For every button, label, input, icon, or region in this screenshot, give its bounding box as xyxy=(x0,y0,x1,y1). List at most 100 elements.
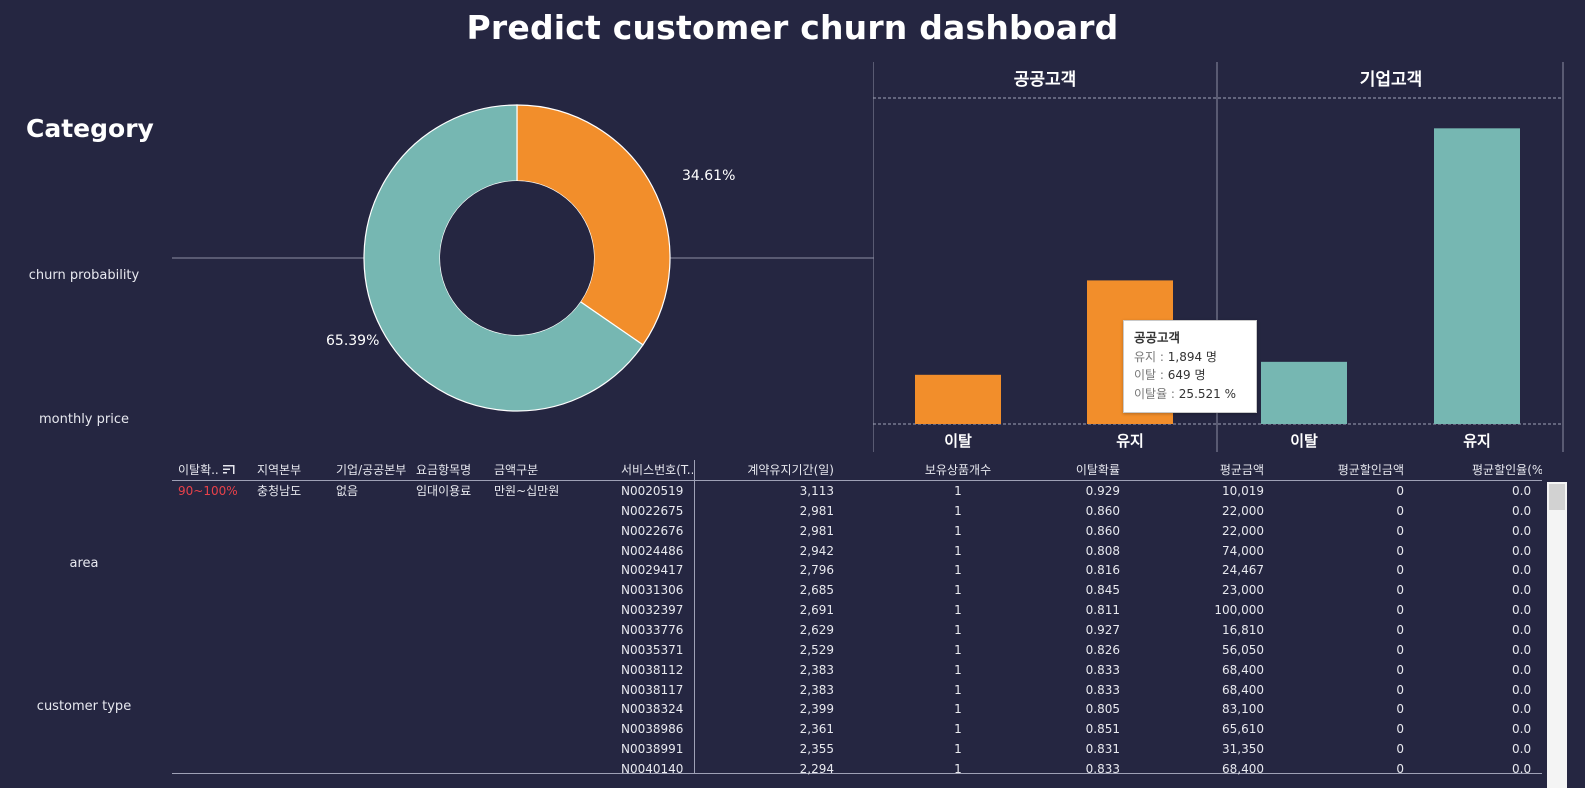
tooltip-rate-label: 이탈율 : xyxy=(1134,386,1179,401)
header-avg-amount[interactable]: 평균금액 xyxy=(1219,463,1264,477)
cell-avg-amount: 16,810 xyxy=(1222,622,1264,637)
cell-product-count: 1 xyxy=(954,642,962,657)
cell-service-no: N0031306 xyxy=(621,583,684,598)
tick-label-public-retain: 유지 xyxy=(1116,432,1144,450)
tick-label-corporate-retain: 유지 xyxy=(1463,432,1491,450)
group-region: 충청남도 xyxy=(257,484,302,498)
sort-filter-icon[interactable] xyxy=(222,461,235,481)
panel-title-public: 공공고객 xyxy=(1014,70,1077,90)
header-churn-prob[interactable]: 이탈확.. xyxy=(178,460,250,480)
category-item-area[interactable]: area xyxy=(69,556,99,571)
cell-service-no: N0022675 xyxy=(621,503,684,518)
bar-public-churn[interactable] xyxy=(915,374,1001,424)
cell-service-no: N0038991 xyxy=(621,742,684,757)
cell-service-no: N0033776 xyxy=(621,622,684,637)
cell-avg-discount-rate: 0.0 xyxy=(1512,543,1532,558)
cell-avg-discount-rate: 0.0 xyxy=(1512,622,1532,637)
cell-avg-amount: 68,400 xyxy=(1222,662,1264,677)
cell-avg-amount: 23,000 xyxy=(1222,583,1264,598)
cell-contract-days: 2,691 xyxy=(799,603,834,618)
cell-avg-discount: 0 xyxy=(1396,523,1404,538)
cell-avg-discount: 0 xyxy=(1396,642,1404,657)
cell-avg-discount: 0 xyxy=(1396,603,1404,618)
table-scrollbar[interactable] xyxy=(1547,482,1567,788)
cell-churn-probability: 0.927 xyxy=(1085,622,1120,637)
cell-avg-discount-rate: 0.0 xyxy=(1512,503,1532,518)
cell-avg-discount: 0 xyxy=(1396,563,1404,578)
cell-avg-discount: 0 xyxy=(1396,484,1404,498)
header-amount-class[interactable]: 금액구분 xyxy=(494,463,539,477)
cell-avg-discount-rate: 0.0 xyxy=(1512,523,1532,538)
header-service-no[interactable]: 서비스번호(T.. xyxy=(621,463,693,477)
header-business-unit[interactable]: 기업/공공본부 xyxy=(336,463,407,477)
header-churn-probability[interactable]: 이탈확률 xyxy=(1075,463,1120,477)
cell-avg-discount: 0 xyxy=(1396,543,1404,558)
cell-avg-discount-rate: 0.0 xyxy=(1512,722,1532,737)
group-business-unit: 없음 xyxy=(336,484,359,498)
table-column-divider xyxy=(694,460,695,774)
cell-contract-days: 3,113 xyxy=(799,484,834,498)
cell-churn-probability: 0.826 xyxy=(1085,642,1120,657)
table-scrollbar-thumb[interactable] xyxy=(1549,484,1565,510)
cell-service-no: N0032397 xyxy=(621,603,684,618)
cell-contract-days: 2,294 xyxy=(799,761,834,776)
header-avg-discount-rate[interactable]: 평균할인율(% xyxy=(1472,463,1542,477)
bar-corporate-churn[interactable] xyxy=(1261,361,1347,424)
cell-contract-days: 2,981 xyxy=(799,503,834,518)
cell-avg-amount: 68,400 xyxy=(1222,682,1264,697)
cell-avg-discount-rate: 0.0 xyxy=(1512,603,1532,618)
cell-service-no: N0038117 xyxy=(621,682,684,697)
cell-churn-probability: 0.845 xyxy=(1085,583,1120,598)
cell-contract-days: 2,361 xyxy=(799,722,834,737)
category-title: Category xyxy=(26,114,154,143)
cell-avg-amount: 65,610 xyxy=(1222,722,1264,737)
cell-contract-days: 2,981 xyxy=(799,523,834,538)
cell-avg-discount: 0 xyxy=(1396,682,1404,697)
cell-service-no: N0038112 xyxy=(621,662,684,677)
tick-label-corporate-churn: 이탈 xyxy=(1290,432,1318,450)
cell-avg-discount: 0 xyxy=(1396,662,1404,677)
cell-churn-probability: 0.811 xyxy=(1085,603,1120,618)
tooltip-rate-value: 25.521 % xyxy=(1178,386,1237,401)
category-item-customer-type[interactable]: customer type xyxy=(36,699,132,714)
cell-avg-discount-rate: 0.0 xyxy=(1512,583,1532,598)
cell-avg-discount-rate: 0.0 xyxy=(1512,742,1532,757)
cell-product-count: 1 xyxy=(954,503,962,518)
header-avg-discount[interactable]: 평균할인금액 xyxy=(1337,463,1404,477)
cell-contract-days: 2,796 xyxy=(799,563,834,578)
cell-service-no: N0022676 xyxy=(621,523,684,538)
cell-avg-amount: 68,400 xyxy=(1222,761,1264,776)
header-fee-item[interactable]: 요금항목명 xyxy=(416,463,472,477)
group-fee-item: 임대이용료 xyxy=(416,484,472,498)
cell-product-count: 1 xyxy=(954,543,962,558)
cell-contract-days: 2,529 xyxy=(799,642,834,657)
cell-product-count: 1 xyxy=(954,484,962,498)
bar-corporate-retain[interactable] xyxy=(1434,128,1520,424)
cell-contract-days: 2,942 xyxy=(799,543,834,558)
cell-avg-discount: 0 xyxy=(1396,622,1404,637)
cell-avg-discount: 0 xyxy=(1396,761,1404,776)
cell-avg-discount: 0 xyxy=(1396,702,1404,717)
table-header-divider xyxy=(172,480,1542,481)
churn-bar-chart: 공공고객 기업고객 이탈 유지 이탈 유지 xyxy=(872,62,1585,462)
category-item-churn-probability[interactable]: churn probability xyxy=(28,268,140,283)
header-product-count[interactable]: 보유상품개수 xyxy=(924,463,992,477)
cell-avg-amount: 83,100 xyxy=(1222,702,1264,717)
tooltip-rate-row: 이탈율 : 25.521 % xyxy=(1134,385,1256,404)
dashboard-title: Predict customer churn dashboard xyxy=(466,8,1119,47)
churn-detail-table: 이탈확.. 지역본부 기업/공공본부 요금항목명 금액구분 서비스번호(T.. … xyxy=(172,460,1585,788)
table-bottom-line xyxy=(172,773,1542,774)
category-item-monthly-price[interactable]: monthly price xyxy=(39,412,129,427)
header-churn-prob-label: 이탈확.. xyxy=(178,463,219,477)
cell-contract-days: 2,399 xyxy=(799,702,834,717)
tooltip-title: 공공고객 xyxy=(1134,330,1181,345)
cell-avg-amount: 56,050 xyxy=(1222,642,1264,657)
cell-service-no: N0040140 xyxy=(621,761,684,776)
tooltip-retain-label: 유지 : xyxy=(1134,349,1168,364)
header-contract-days[interactable]: 계약유지기간(일) xyxy=(747,463,834,477)
cell-avg-discount: 0 xyxy=(1396,503,1404,518)
header-region[interactable]: 지역본부 xyxy=(257,463,302,477)
group-churn-prob: 90~100% xyxy=(178,484,238,498)
tooltip-churn-label: 이탈 : xyxy=(1134,368,1168,382)
